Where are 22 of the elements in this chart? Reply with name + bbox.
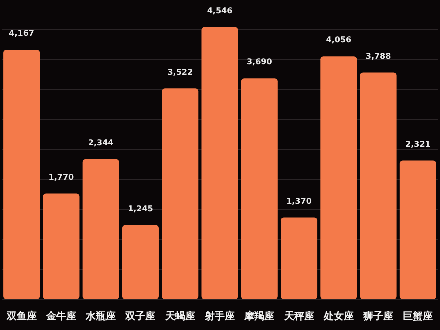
data-label: 3,522 xyxy=(168,68,194,77)
data-label: 4,056 xyxy=(326,36,352,45)
x-tick-label: 射手座 xyxy=(204,310,235,323)
x-tick-label: 双鱼座 xyxy=(6,310,37,323)
x-tick-label: 金牛座 xyxy=(45,310,76,323)
x-tick-label: 水瓶座 xyxy=(85,310,116,323)
x-tick-label: 摩羯座 xyxy=(244,310,275,323)
data-label: 1,370 xyxy=(286,196,312,206)
data-label: 2,321 xyxy=(406,140,432,149)
data-label: 3,788 xyxy=(366,52,392,61)
x-tick-label: 狮子座 xyxy=(362,310,394,323)
data-label: 4,546 xyxy=(207,6,234,16)
data-label: 1,770 xyxy=(48,172,75,182)
x-tick-label: 巨蟹座 xyxy=(403,310,434,323)
data-label: 1,245 xyxy=(128,204,154,214)
data-label: 3,690 xyxy=(246,58,273,67)
x-tick-label: 天蝎座 xyxy=(164,310,196,323)
data-label: 2,344 xyxy=(88,138,114,148)
x-tick-label: 处女座 xyxy=(322,310,354,323)
data-label: 4,167 xyxy=(9,29,34,38)
x-tick-label: 双子座 xyxy=(124,310,156,323)
x-tick-label: 天秤座 xyxy=(283,310,314,323)
